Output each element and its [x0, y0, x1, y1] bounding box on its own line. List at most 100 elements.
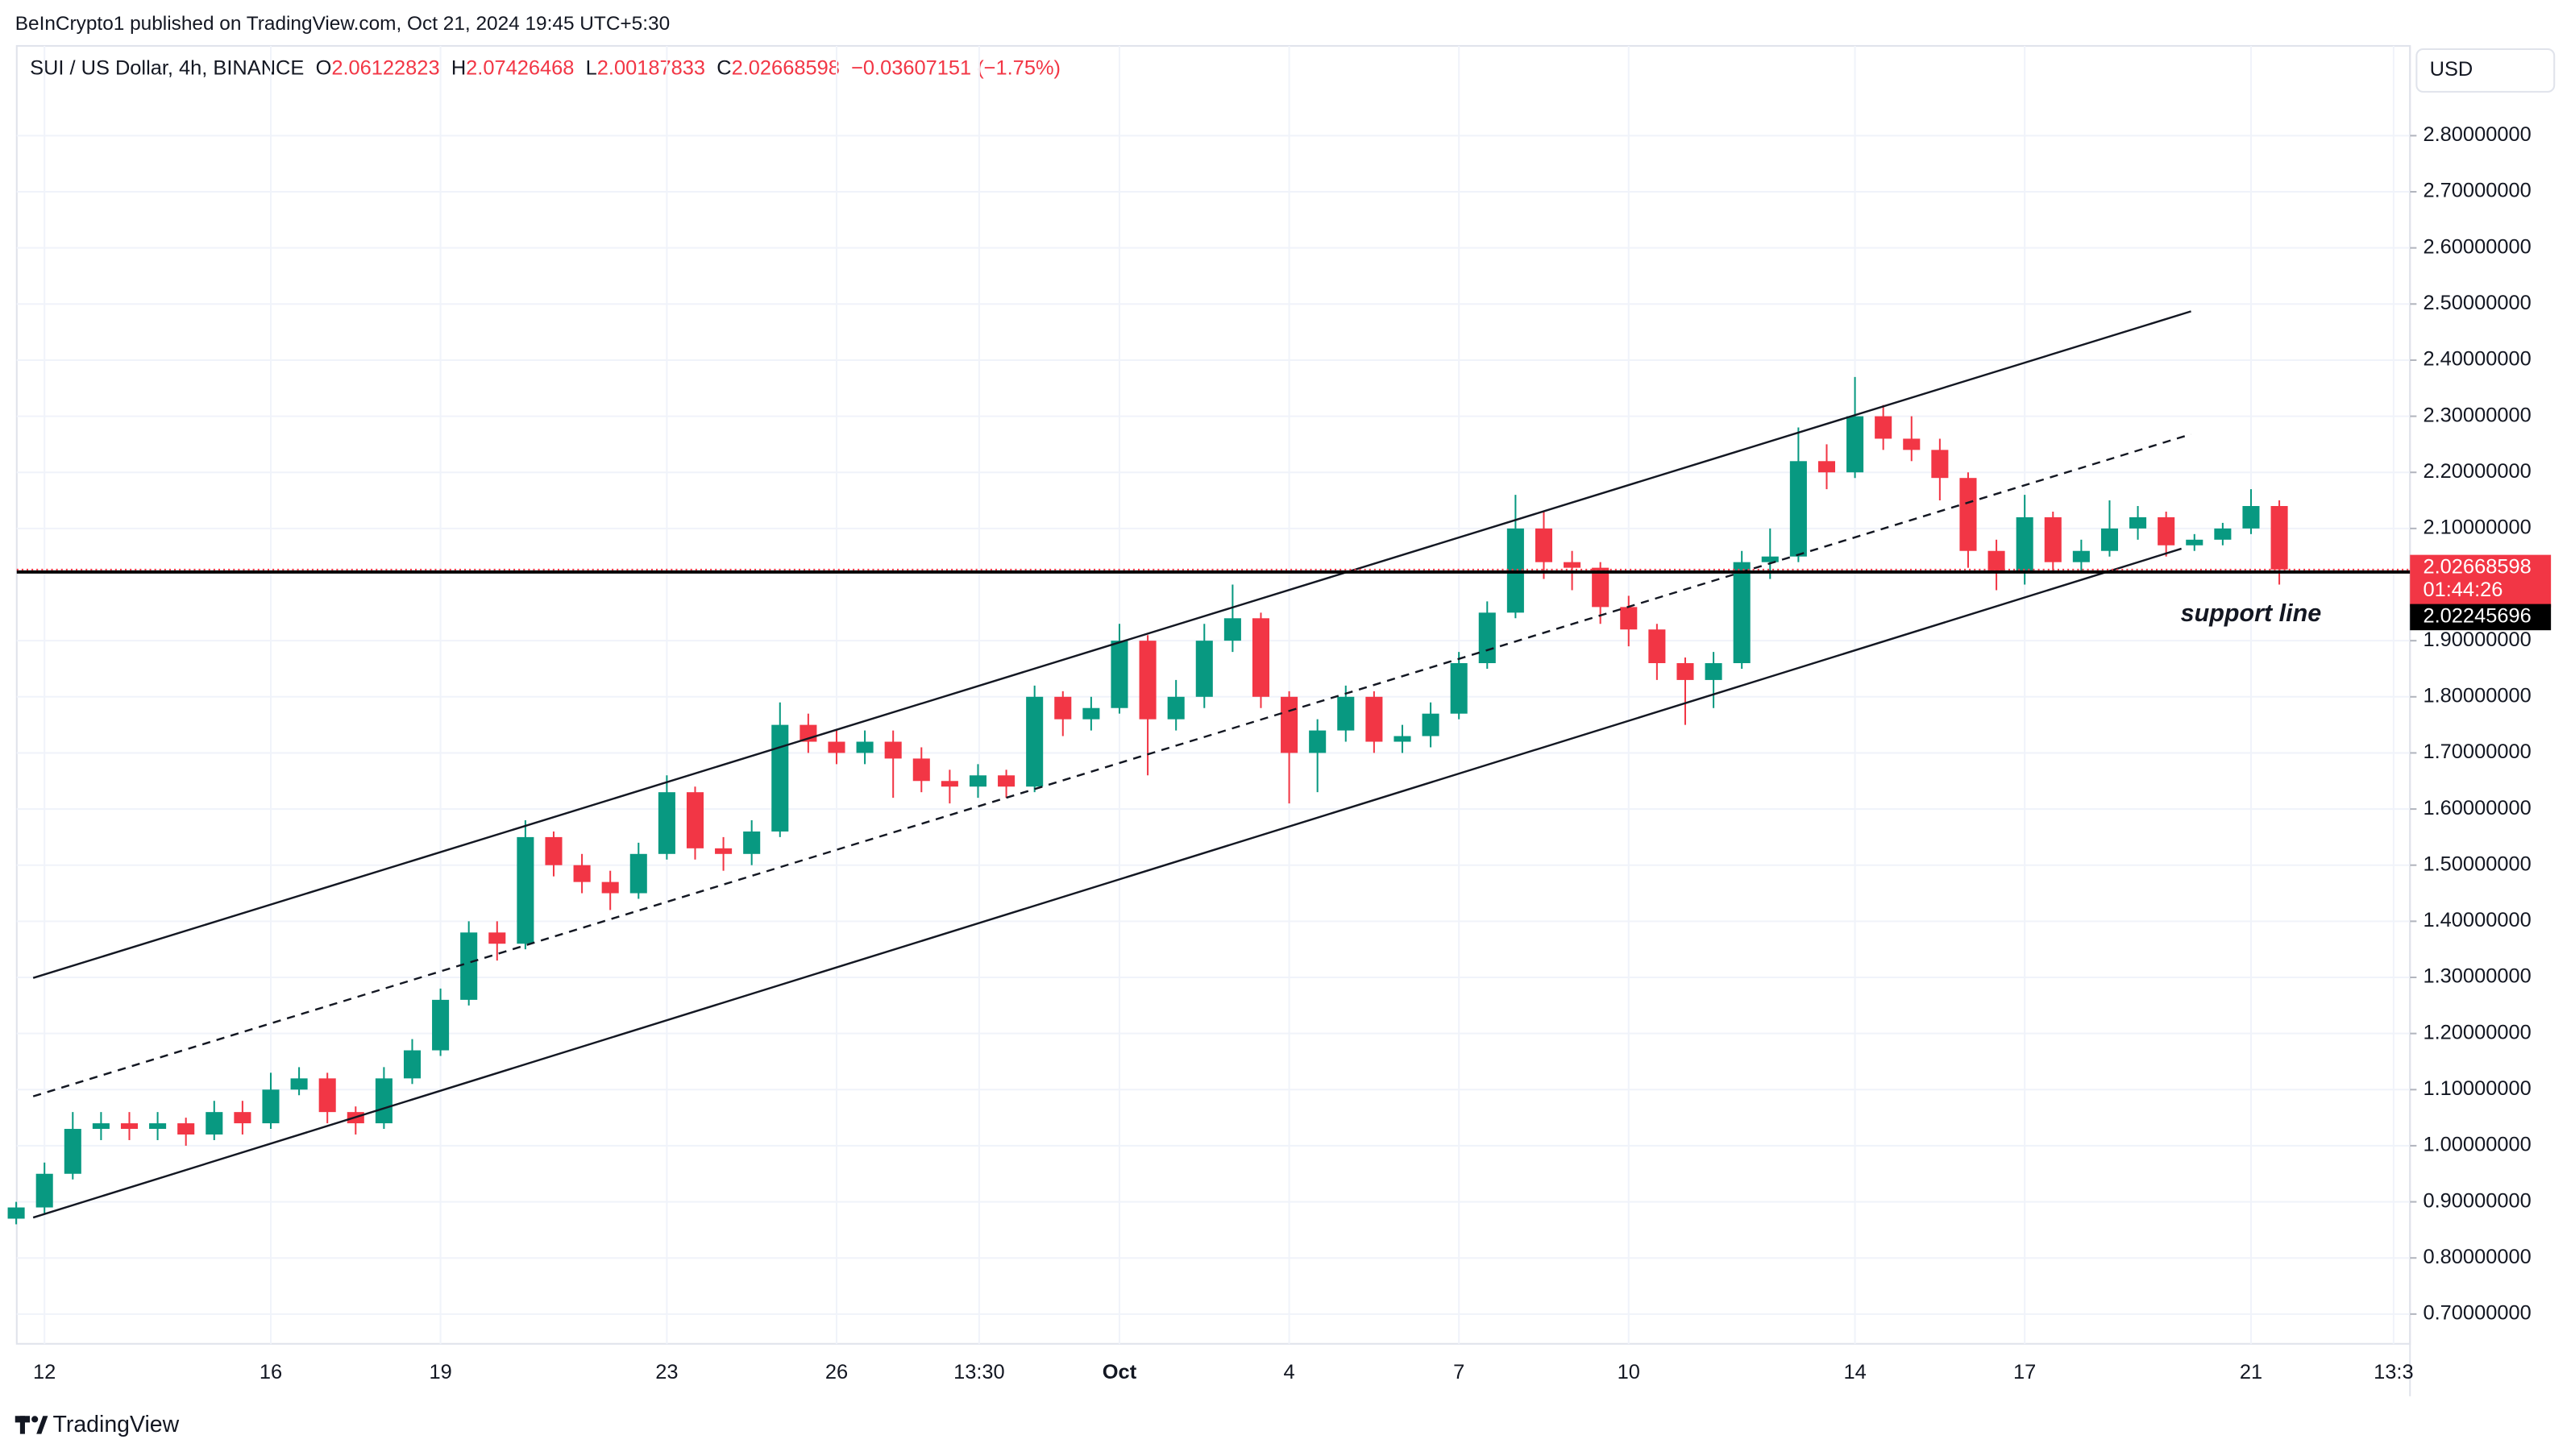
candle-body [1535, 528, 1553, 562]
candle-body [2016, 516, 2033, 574]
y-tick-label: 1.70000000 [2423, 740, 2531, 763]
x-tick-label: 21 [2240, 1361, 2262, 1383]
header: SUI / US Dollar, 4h, BINANCE O2.06122823 H… [30, 56, 1061, 79]
candle-body [1931, 450, 1949, 479]
y-tick-label: 2.30000000 [2423, 404, 2531, 426]
candle-body [969, 775, 987, 787]
candle-body [375, 1078, 393, 1124]
logo-shape [19, 1416, 25, 1434]
candle-body [2270, 506, 2288, 570]
published-line: BeInCrypto1 published on TradingView.com… [15, 13, 670, 35]
candle-body [2186, 539, 2203, 545]
ohlc-value: 2.02668598 [732, 56, 840, 79]
candle-body [1281, 696, 1298, 753]
candle-body [1846, 416, 1864, 473]
candle-body [1564, 562, 1581, 568]
y-tick-label: 0.90000000 [2423, 1189, 2531, 1212]
candle-body [1987, 550, 2005, 574]
candle-body [1252, 618, 1270, 697]
candle-body [743, 831, 761, 854]
x-tick-label: 10 [1618, 1361, 1640, 1383]
candle-body [120, 1123, 139, 1130]
last-price-label: 2.02668598 [2423, 556, 2531, 579]
y-tick-label: 2.70000000 [2423, 180, 2531, 202]
y-tick-label: 1.20000000 [2423, 1021, 2531, 1043]
ohlc-label: O [316, 56, 332, 79]
x-tick-label: 13:30 [953, 1361, 1005, 1383]
candle-body [771, 724, 789, 832]
candle-body [177, 1123, 195, 1135]
y-tick-label: 1.00000000 [2423, 1134, 2531, 1156]
y-tick-label: 2.20000000 [2423, 460, 2531, 483]
candle-body [1393, 736, 1411, 742]
annotation: support line [2181, 599, 2322, 627]
y-tick-label: 2.50000000 [2423, 292, 2531, 314]
ohlc-value: 2.00187833 [597, 56, 705, 79]
grid [16, 45, 2411, 1344]
candle-body [1450, 663, 1468, 714]
candle-body [545, 836, 563, 865]
candle-body [1195, 641, 1213, 697]
x-tick-label: 19 [429, 1361, 451, 1383]
candle-body [1167, 696, 1185, 720]
candle-body [1817, 461, 1836, 473]
channel-line [32, 433, 2191, 1097]
candle-body [1111, 641, 1128, 708]
ohlc-label: C [716, 56, 731, 79]
candle-body [1705, 663, 1722, 680]
candle-body [912, 758, 930, 782]
candle-body [1026, 696, 1044, 787]
candle-body [432, 999, 450, 1051]
y-tick-label: 0.70000000 [2423, 1302, 2531, 1325]
candle-body [2100, 528, 2118, 551]
candle-body [35, 1173, 53, 1208]
y-tick-label: 2.80000000 [2423, 123, 2531, 146]
y-tick-label: 2.60000000 [2423, 235, 2531, 258]
candle-body [2072, 550, 2090, 562]
x-tick-label: 13:3 [2374, 1361, 2413, 1383]
candle-body [1139, 641, 1157, 720]
y-tick-label: 1.90000000 [2423, 628, 2531, 651]
candle-body [206, 1112, 223, 1135]
ohlc-value: 2.07426468 [466, 56, 574, 79]
candle-body [64, 1129, 81, 1174]
symbol-title: SUI / US Dollar, 4h, BINANCE [30, 56, 304, 79]
y-tick-label: 2.10000000 [2423, 516, 2531, 539]
candle-body [828, 741, 845, 753]
candle-body [7, 1207, 25, 1219]
candle-body [941, 781, 958, 787]
candle-body [601, 881, 619, 894]
ohlc-value: 2.06122823 [331, 56, 439, 79]
y-tick-label: 1.50000000 [2423, 852, 2531, 875]
candle-body [1959, 478, 1977, 551]
candle-body [149, 1123, 167, 1130]
candle-body [2214, 528, 2232, 540]
candle-body [488, 932, 506, 944]
x-tick-label: 23 [655, 1361, 678, 1383]
candle-body [2158, 516, 2175, 545]
y-tick-label: 1.10000000 [2423, 1077, 2531, 1100]
currency-button[interactable] [2415, 48, 2556, 93]
x-tick-label: 12 [33, 1361, 56, 1383]
candle-body [460, 932, 478, 1000]
channel-line [32, 310, 2191, 979]
ohlc-label: L [586, 56, 597, 79]
candle-body [658, 792, 675, 854]
candle-body [2044, 516, 2062, 562]
candle-body [1676, 663, 1694, 680]
candle-body [573, 865, 591, 882]
y-tick-label: 1.30000000 [2423, 965, 2531, 988]
candle-body [92, 1123, 110, 1130]
y-tick-label: 2.40000000 [2423, 348, 2531, 371]
support-price-label: 2.02245696 [2423, 605, 2531, 628]
candle-body [629, 853, 647, 894]
candle-body [1478, 612, 1496, 664]
x-tick-label: 26 [825, 1361, 848, 1383]
x-tick-label: 4 [1284, 1361, 1295, 1383]
candle-body [1365, 696, 1383, 742]
candle-body [318, 1078, 336, 1113]
candle-body [715, 848, 733, 854]
x-tick-label: Oct [1103, 1361, 1137, 1383]
candles [7, 376, 2288, 1225]
